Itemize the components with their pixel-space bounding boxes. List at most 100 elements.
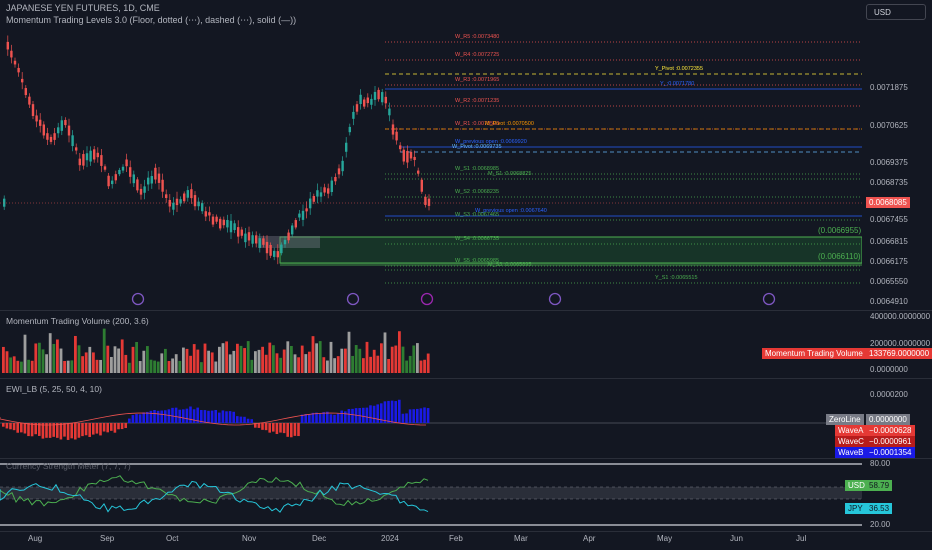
candle-body	[46, 133, 49, 140]
volume-bar	[171, 358, 174, 373]
candle-body	[381, 92, 384, 103]
price-axis-label: 0.0065550	[870, 277, 908, 286]
ewi-bar	[272, 423, 275, 432]
volume-bar	[106, 345, 110, 373]
volume-bar	[200, 362, 203, 373]
ewi-bar	[5, 423, 9, 429]
ewi-bar	[228, 411, 232, 423]
volume-bar	[218, 346, 221, 373]
volume-bar	[189, 355, 192, 373]
ewi-bar	[20, 423, 23, 433]
price-axis-label: 0.0067455	[870, 215, 908, 224]
ewi-bar	[149, 410, 153, 423]
volume-bar	[196, 349, 200, 373]
volume-bar	[243, 348, 246, 373]
ewi-wave-line	[0, 412, 427, 426]
ewi-bar	[207, 410, 210, 423]
pane-separator[interactable]	[0, 310, 932, 311]
volume-bar	[225, 341, 228, 373]
ewi-bar	[171, 407, 174, 423]
ewi-bar	[153, 409, 156, 423]
volume-bar	[128, 362, 131, 373]
ewi-chart[interactable]	[0, 379, 862, 459]
volume-bar	[153, 360, 156, 373]
ewi-bar	[30, 423, 34, 437]
strength-pane-title[interactable]: Currency Strength Meter (7, 7, 7)	[6, 461, 131, 471]
pane-separator[interactable]	[0, 458, 932, 459]
ewi-bar	[70, 423, 73, 439]
level-label: W_R1 :0.0070500	[455, 121, 500, 127]
volume-bar	[387, 358, 390, 373]
volume-bar	[66, 360, 70, 373]
volume-bar	[182, 347, 185, 373]
strength-chart[interactable]	[0, 459, 862, 531]
ewi-bar	[189, 406, 192, 423]
main-price-chart[interactable]	[0, 0, 862, 310]
volume-bar	[376, 355, 380, 373]
demand-zone-upper	[279, 236, 862, 264]
volume-bar	[203, 343, 207, 373]
ewi-bar	[380, 403, 383, 423]
ewi-bar	[329, 414, 333, 423]
candle-body	[244, 233, 247, 243]
ewi-bar	[12, 423, 16, 431]
ewi-bar	[239, 416, 243, 423]
volume-bar	[92, 352, 95, 373]
candle-body	[168, 199, 171, 207]
candle-body	[420, 179, 423, 192]
volume-pane-title[interactable]: Momentum Trading Volume (200, 3.6)	[6, 316, 149, 326]
ewi-bar	[131, 415, 135, 423]
candle-body	[276, 251, 279, 258]
candle-body	[165, 194, 168, 199]
ewi-pane-title[interactable]: EWI_LB (5, 25, 50, 4, 10)	[6, 384, 102, 394]
time-axis-label: Jul	[796, 534, 807, 543]
candle-body	[240, 229, 243, 236]
ewi-bar	[326, 411, 329, 423]
currency-button[interactable]: USD	[866, 4, 926, 20]
volume-bar	[250, 359, 254, 373]
ewi-bar	[99, 423, 102, 436]
volume-bar	[12, 356, 16, 373]
ewi-bar	[9, 423, 12, 430]
level-label: Y_Pivot :0.0072355	[655, 66, 704, 72]
ewi-bar	[387, 400, 390, 423]
candle-body	[139, 188, 143, 195]
pane-separator[interactable]	[0, 378, 932, 379]
usd-strength-value: 58.79	[866, 480, 893, 491]
level-label: W_previous open :0.0069920	[455, 139, 527, 145]
volume-chart[interactable]	[0, 311, 862, 379]
ewi-bar	[102, 423, 106, 432]
ewi-bar	[318, 413, 322, 423]
volume-bar	[5, 351, 9, 373]
candle-body	[10, 50, 13, 58]
ewi-bar	[182, 409, 185, 423]
volume-bar	[16, 360, 20, 373]
ewi-bar	[246, 418, 250, 423]
candle-body	[399, 145, 402, 150]
candle-body	[251, 235, 254, 244]
candle-body	[121, 166, 125, 171]
ewi-bar	[401, 413, 405, 423]
candle-body	[337, 168, 341, 175]
volume-axis-label: 400000.0000000	[870, 312, 931, 321]
time-axis-label: Feb	[449, 534, 463, 543]
volume-bar	[228, 354, 232, 373]
candle-body	[269, 244, 272, 256]
waveA-value: −0.0000628	[866, 425, 915, 436]
volume-bar	[261, 346, 264, 373]
indicator-legend[interactable]: Momentum Trading Levels 3.0 (Floor, dott…	[6, 15, 297, 25]
waveB-value: −0.0001354	[866, 447, 915, 458]
strength-axis-label: 80.00	[870, 459, 891, 468]
ewi-bar	[416, 408, 419, 423]
volume-bar	[74, 335, 77, 373]
symbol-title[interactable]: JAPANESE YEN FUTURES, 1D, CME	[6, 3, 160, 13]
candle-body	[3, 198, 6, 207]
ewi-bar	[286, 423, 289, 437]
candle-body	[85, 153, 89, 161]
volume-axis-label: 0.0000000	[870, 365, 908, 374]
candle-body	[391, 124, 395, 135]
candle-body	[258, 238, 261, 248]
strength-axis-label: 20.00	[870, 520, 891, 529]
ewi-bar	[419, 408, 423, 423]
price-axis-label: 0.0071875	[870, 83, 908, 92]
